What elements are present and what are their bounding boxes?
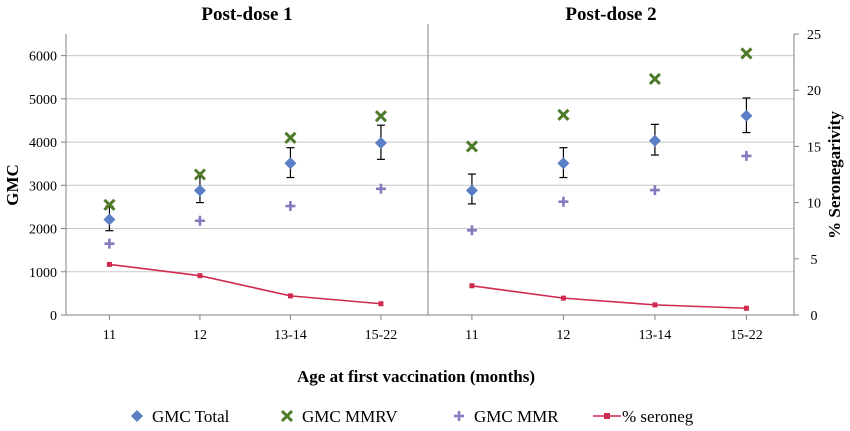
- x-tick-label: 12: [193, 328, 207, 343]
- x-axis-label: Age at first vaccination (months): [297, 367, 535, 386]
- data-point: [557, 108, 570, 121]
- x-axis-ticks: 11 12 13-14 15-22 11 12 13-14 15-22: [103, 315, 763, 343]
- data-point: [652, 302, 658, 308]
- data-point: [104, 238, 115, 249]
- gridlines: [66, 55, 794, 273]
- data-point: [374, 110, 388, 123]
- data-point: [193, 168, 207, 181]
- left-tick-label: 0: [50, 309, 57, 324]
- left-tick-label: 5000: [29, 93, 57, 108]
- data-point: [648, 72, 661, 86]
- x-tick-label: 15-22: [730, 328, 763, 343]
- legend-entry: GMC Total: [152, 407, 230, 426]
- data-point: [284, 131, 297, 144]
- x-tick-label: 11: [103, 328, 116, 343]
- data-point: [557, 157, 570, 170]
- data-point: [466, 225, 477, 236]
- data-point: [743, 305, 749, 311]
- data-point: [469, 283, 475, 289]
- data-point: [465, 184, 478, 197]
- series-line: [471, 284, 747, 310]
- left-tick-label: 1000: [29, 266, 57, 281]
- series-gmc-mmrv: [103, 110, 388, 211]
- left-tick-label: 3000: [29, 179, 57, 194]
- series-seroneg: [469, 283, 749, 311]
- right-tick-label: 20: [807, 84, 821, 99]
- panel-title: Post-dose 2: [565, 4, 656, 25]
- legend-marker: [131, 410, 143, 422]
- right-tick-label: 25: [807, 28, 821, 43]
- series-gmc-mmrv: [465, 47, 753, 153]
- data-point: [378, 301, 384, 307]
- x-tick-label: 13-14: [639, 328, 672, 343]
- left-axis-ticks: 0 1000 2000 3000 4000 5000 6000: [29, 50, 66, 324]
- left-tick-label: 6000: [29, 50, 57, 65]
- legend-entry: GMC MMRV: [302, 407, 398, 426]
- data-point: [284, 157, 297, 170]
- data-point: [741, 150, 752, 161]
- data-point: [194, 215, 205, 226]
- x-tick-label: 15-22: [365, 328, 398, 343]
- legend-marker: [280, 409, 294, 423]
- panel-title: Post-dose 1: [201, 4, 292, 25]
- legend-marker: [454, 411, 464, 421]
- panel-titles: Post-dose 1 Post-dose 2: [201, 4, 656, 25]
- legend-entry: GMC MMR: [474, 407, 559, 426]
- series-gmc-total: [103, 124, 387, 232]
- data-point: [106, 261, 112, 267]
- left-tick-label: 4000: [29, 136, 57, 151]
- data-point: [287, 293, 293, 299]
- right-tick-label: 15: [807, 140, 821, 155]
- x-tick-label: 13-14: [274, 328, 307, 343]
- data-point: [374, 136, 387, 149]
- data-point: [740, 109, 753, 122]
- right-tick-label: 5: [811, 253, 818, 268]
- left-tick-label: 2000: [29, 223, 57, 238]
- data-point: [740, 47, 753, 60]
- legend: GMC Total GMC MMRV GMC MMR % seroneg: [131, 407, 694, 426]
- data-point: [648, 134, 661, 147]
- data-point: [285, 201, 296, 212]
- data-point: [103, 198, 116, 211]
- series-gmc-mmr: [466, 150, 752, 236]
- legend-marker: [604, 413, 610, 419]
- y-axis-label: GMC: [3, 164, 22, 206]
- series-layer: [103, 47, 753, 311]
- x-tick-label: 12: [556, 328, 570, 343]
- data-point: [375, 183, 386, 194]
- right-tick-label: 10: [807, 197, 821, 212]
- series-gmc-mmr: [104, 183, 386, 249]
- x-tick-label: 11: [465, 328, 478, 343]
- series-gmc-total: [465, 97, 753, 205]
- data-point: [103, 213, 116, 226]
- data-point: [197, 273, 203, 279]
- y2-axis-label: % Seronegarivity: [825, 111, 844, 239]
- data-point: [558, 196, 569, 207]
- series-line: [109, 263, 382, 305]
- data-point: [465, 140, 478, 153]
- right-axis-ticks: 0 5 10 15 20 25: [794, 28, 821, 324]
- legend-entry: % seroneg: [622, 407, 694, 426]
- data-point: [649, 185, 660, 196]
- data-point: [560, 295, 566, 301]
- axes: [65, 24, 795, 316]
- data-point: [193, 184, 206, 197]
- series-seroneg: [106, 261, 384, 307]
- right-tick-label: 0: [811, 309, 818, 324]
